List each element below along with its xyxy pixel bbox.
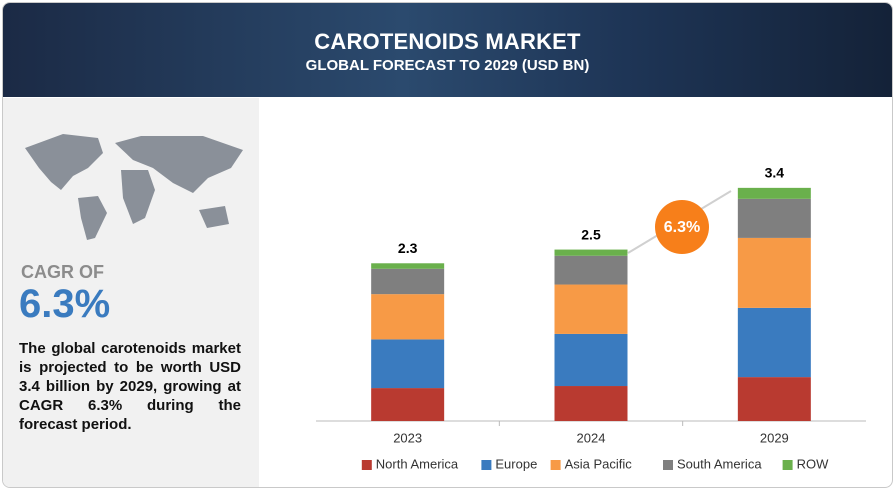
legend-swatch	[663, 460, 673, 470]
bar-segment	[371, 263, 445, 269]
legend-label: Asia Pacific	[565, 456, 633, 471]
x-tick-label: 2023	[393, 430, 422, 445]
bar-segment	[554, 255, 628, 285]
bar-segment	[554, 386, 628, 421]
map-shape	[121, 170, 155, 224]
x-tick-label: 2024	[577, 430, 606, 445]
legend-label: Europe	[495, 456, 537, 471]
total-label: 2.3	[398, 240, 418, 256]
x-tick-label: 2029	[760, 430, 789, 445]
bar-segment	[737, 198, 811, 238]
bar-segment	[737, 307, 811, 378]
legend-swatch	[481, 460, 492, 470]
description: The global carotenoids market is project…	[19, 340, 241, 433]
total-label: 2.5	[581, 226, 601, 242]
legend-label: North America	[376, 456, 459, 471]
map-shape	[25, 134, 103, 190]
side-panel: CAGR OF 6.3% The global carotenoids mark…	[3, 98, 259, 487]
chart: 6.3% 2.3 2023 2.5 2024 3.4 2029 North America E…	[316, 165, 866, 471]
bar-segment	[737, 237, 811, 308]
legend-swatch	[782, 460, 793, 470]
map-shape	[199, 206, 229, 228]
bar-segment	[554, 333, 628, 387]
bar-segment	[371, 388, 445, 421]
cagr-label: CAGR OF	[21, 262, 104, 282]
legend-swatch	[361, 460, 372, 470]
bar-segment	[554, 249, 628, 256]
map-shape	[78, 196, 107, 240]
cagr-badge-label: 6.3%	[664, 219, 700, 236]
cagr-value: 6.3%	[19, 282, 111, 326]
legend-label: ROW	[797, 456, 830, 471]
subtitle: GLOBAL FORECAST TO 2029 (USD BN)	[305, 57, 590, 74]
legend-label: South America	[677, 456, 762, 471]
legend-swatch	[550, 460, 561, 470]
bar-segment	[737, 187, 811, 199]
bar-segment	[371, 294, 445, 340]
bar-segment	[371, 268, 445, 295]
total-label: 3.4	[765, 165, 785, 181]
map-shape	[115, 136, 243, 193]
bar-segment	[554, 284, 628, 334]
header: CAROTENOIDS MARKET GLOBAL FORECAST TO 20…	[3, 3, 892, 97]
bar-segment	[737, 377, 811, 421]
title: CAROTENOIDS MARKET	[314, 29, 581, 54]
cagr-badge	[655, 200, 709, 254]
bar-segment	[371, 339, 445, 389]
world-map	[25, 134, 243, 240]
